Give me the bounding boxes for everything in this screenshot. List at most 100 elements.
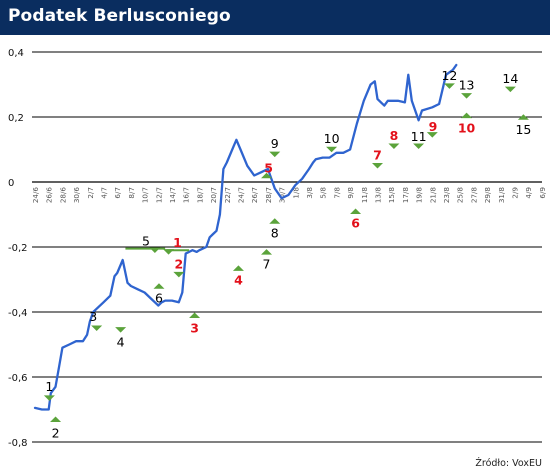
series-line bbox=[33, 63, 458, 411]
x-tick-label: 26/7 bbox=[250, 187, 259, 203]
marker-triangle bbox=[189, 312, 201, 318]
x-tick-label: 6/9 bbox=[538, 187, 547, 199]
marker-label: 7 bbox=[373, 147, 382, 162]
x-tick-label: 5/8 bbox=[319, 187, 328, 199]
marker-label: 1 bbox=[45, 379, 53, 394]
marker-triangle bbox=[388, 143, 400, 149]
x-tick-label: 30/6 bbox=[72, 187, 81, 204]
x-tick-label: 7/8 bbox=[332, 187, 341, 199]
marker-label: 7 bbox=[263, 256, 271, 271]
y-tick-label: 0,4 bbox=[8, 48, 24, 59]
marker-label: 9 bbox=[429, 119, 438, 134]
x-tick-label: 28/7 bbox=[264, 187, 273, 203]
marker-label: 14 bbox=[502, 71, 518, 86]
marker-triangle bbox=[372, 163, 383, 169]
marker-triangle bbox=[91, 325, 103, 331]
source-note: Źródło: VoxEU bbox=[475, 458, 542, 469]
marker-label: 5 bbox=[264, 160, 273, 175]
x-tick-label: 4/9 bbox=[524, 187, 533, 199]
x-axis-ticks: 24/6 26/6 28/6 30/6 2/7 4/7 6/7 8/7 10/7 12/7 14/7… bbox=[31, 187, 547, 204]
chart-title: Podatek Berlusconiego bbox=[8, 6, 231, 26]
marker-triangle bbox=[43, 395, 55, 401]
x-tick-label: 16/7 bbox=[182, 187, 191, 203]
marker-triangle bbox=[153, 283, 165, 289]
x-tick-label: 3/8 bbox=[305, 187, 314, 199]
marker-triangle bbox=[461, 93, 473, 99]
marker-triangle bbox=[504, 86, 516, 93]
marker-triangle bbox=[517, 114, 529, 120]
x-tick-label: 17/8 bbox=[401, 187, 410, 204]
marker-label: 8 bbox=[271, 225, 279, 240]
x-tick-label: 24/6 bbox=[31, 187, 40, 204]
marker-label: 15 bbox=[515, 122, 531, 137]
marker-label: 9 bbox=[271, 136, 279, 151]
y-tick-label: -0,2 bbox=[8, 243, 28, 254]
marker-label: 3 bbox=[89, 309, 97, 324]
marker-label: 13 bbox=[459, 78, 475, 93]
marker-label: 6 bbox=[351, 216, 360, 231]
marker-label: 12 bbox=[441, 68, 457, 83]
marker-triangle bbox=[50, 416, 62, 422]
marker-label: 10 bbox=[324, 131, 340, 146]
x-tick-label: 2/9 bbox=[511, 187, 520, 199]
x-tick-label: 20/7 bbox=[209, 187, 218, 203]
marker-triangle bbox=[269, 218, 281, 224]
marker-label: 6 bbox=[155, 290, 163, 305]
y-axis-ticks: 0,4 0,2 0 -0,2 -0,4 -0,6 -0,8 bbox=[8, 48, 28, 449]
x-tick-label: 29/8 bbox=[483, 187, 492, 204]
marker-triangle bbox=[115, 327, 127, 333]
x-tick-label: 18/7 bbox=[195, 187, 204, 203]
marker-triangle bbox=[261, 172, 273, 179]
x-tick-label: 23/8 bbox=[442, 187, 451, 204]
x-tick-label: 27/8 bbox=[469, 187, 478, 204]
x-tick-label: 2/7 bbox=[86, 187, 95, 199]
x-tick-label: 31/8 bbox=[497, 187, 506, 204]
header-bar: Podatek Berlusconiego bbox=[0, 0, 550, 35]
x-tick-label: 10/7 bbox=[141, 187, 150, 203]
x-tick-label: 28/6 bbox=[58, 187, 67, 204]
x-tick-label: 14/7 bbox=[168, 187, 177, 203]
x-tick-label: 11/8 bbox=[360, 187, 369, 204]
marker-label: 2 bbox=[52, 425, 60, 440]
y-tick-label: 0,2 bbox=[8, 113, 24, 124]
marker-label: 11 bbox=[411, 129, 427, 144]
x-tick-label: 24/7 bbox=[237, 187, 246, 203]
y-tick-label: 0 bbox=[8, 178, 14, 189]
marker-label: 3 bbox=[190, 320, 199, 335]
y-tick-label: -0,4 bbox=[8, 308, 28, 319]
x-tick-label: 1/8 bbox=[291, 187, 300, 199]
marker-triangle bbox=[413, 143, 425, 149]
marker-triangle bbox=[269, 151, 281, 158]
x-tick-label: 19/8 bbox=[415, 187, 424, 204]
marker-triangle bbox=[261, 249, 273, 255]
marker-triangle bbox=[426, 132, 438, 138]
x-tick-label: 13/8 bbox=[374, 187, 383, 204]
marker-triangle bbox=[232, 265, 244, 271]
x-tick-label: 6/7 bbox=[113, 187, 122, 199]
x-tick-label: 21/8 bbox=[428, 187, 437, 204]
marker-label: 2 bbox=[174, 256, 183, 271]
marker-label: 5 bbox=[142, 234, 150, 249]
marker-triangle bbox=[461, 112, 473, 119]
marker-label: 4 bbox=[234, 273, 243, 288]
x-tick-label: 25/8 bbox=[456, 187, 465, 204]
y-tick-label: -0,6 bbox=[8, 373, 28, 384]
x-tick-label: 22/7 bbox=[223, 187, 232, 203]
series-lines bbox=[33, 63, 458, 411]
x-tick-label: 15/8 bbox=[387, 187, 396, 204]
marker-triangle bbox=[350, 208, 362, 214]
marker-triangle bbox=[443, 83, 455, 89]
y-tick-label: -0,8 bbox=[8, 438, 28, 449]
x-tick-label: 4/7 bbox=[100, 187, 109, 199]
marker-label: 4 bbox=[117, 334, 125, 349]
marker-label: 8 bbox=[390, 128, 399, 143]
x-tick-label: 12/7 bbox=[154, 187, 163, 203]
marker-triangle bbox=[326, 146, 338, 153]
x-tick-label: 30/7 bbox=[278, 187, 287, 203]
marker-triangle bbox=[173, 271, 185, 278]
x-tick-label: 9/8 bbox=[346, 187, 355, 199]
x-tick-label: 8/7 bbox=[127, 187, 136, 199]
marker-label: 10 bbox=[458, 120, 476, 135]
x-tick-label: 26/6 bbox=[45, 187, 54, 204]
